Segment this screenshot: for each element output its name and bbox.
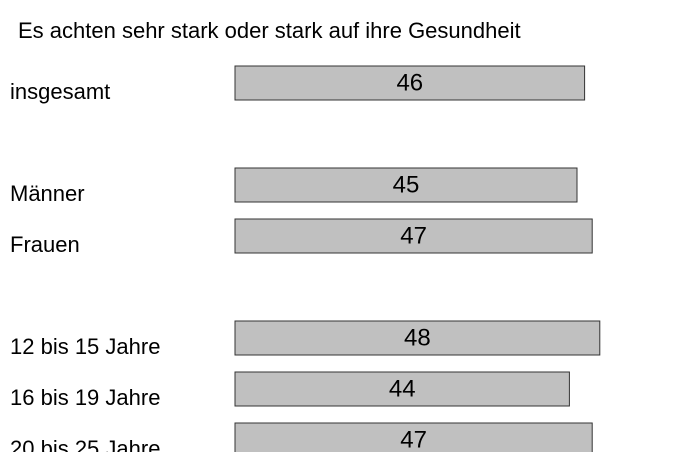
bar: [234, 371, 570, 407]
bar: [234, 422, 593, 452]
bar: [234, 320, 601, 356]
category-label: 16 bis 19 Jahre: [10, 385, 160, 410]
value-label: 47: [400, 222, 427, 249]
category-label: Männer: [10, 181, 85, 206]
bar: [234, 218, 593, 254]
value-label: 48: [404, 324, 431, 351]
value-label: 45: [393, 171, 420, 198]
category-label: insgesamt: [10, 79, 110, 104]
value-label: 46: [396, 69, 423, 96]
category-label: 12 bis 15 Jahre: [10, 334, 160, 359]
category-label: Frauen: [10, 232, 80, 257]
bar: [234, 65, 586, 101]
bar: [234, 167, 578, 203]
category-label: 20 bis 25 Jahre: [10, 436, 160, 452]
value-label: 44: [389, 375, 416, 402]
chart-title: Es achten sehr stark oder stark auf ihre…: [18, 18, 521, 43]
value-label: 47: [400, 426, 427, 452]
